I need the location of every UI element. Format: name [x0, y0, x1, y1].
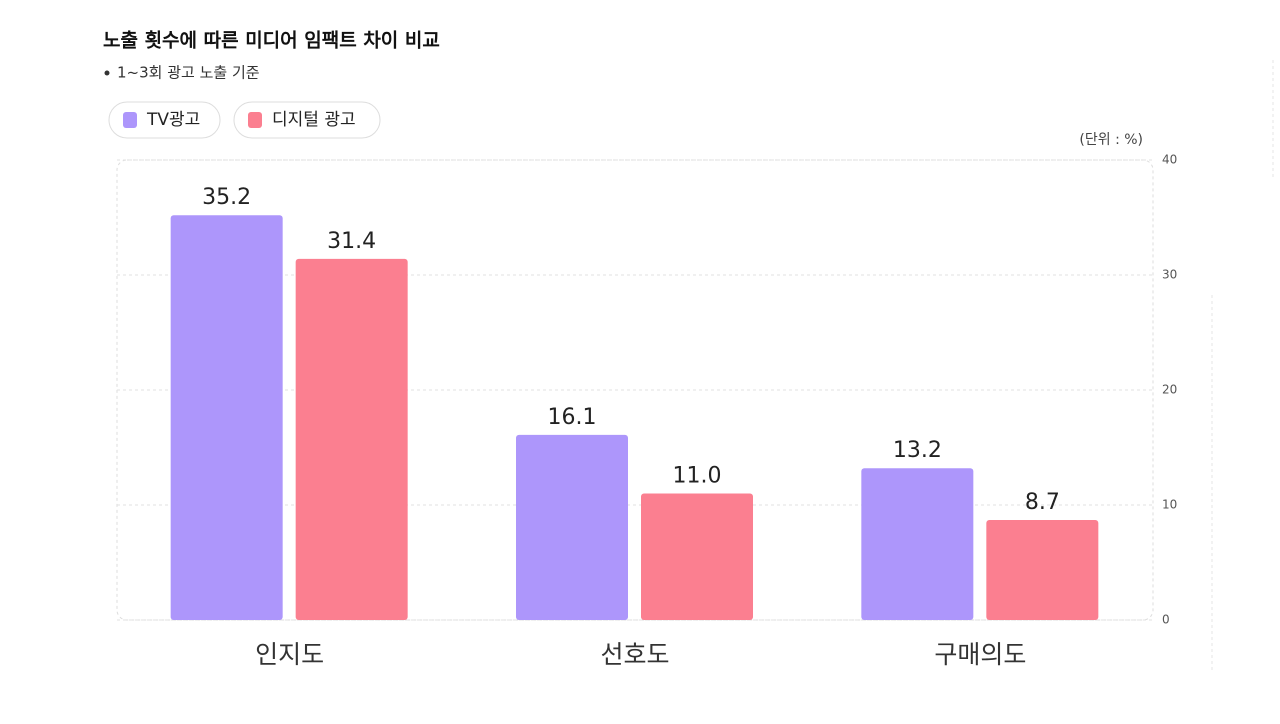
bullet	[104, 70, 110, 76]
legend-label: TV광고	[146, 110, 200, 130]
bar	[641, 493, 753, 620]
x-tick-label: 선호도	[600, 640, 669, 669]
bar	[295, 258, 408, 620]
chart-title: 노출 횟수에 따른 미디어 임팩트 차이 비교	[103, 30, 440, 52]
y-tick-label: 30	[1162, 268, 1177, 282]
y-tick-label: 20	[1162, 383, 1177, 397]
bar	[170, 215, 283, 620]
legend-item[interactable]	[233, 101, 381, 139]
value-label: 8.7	[1025, 490, 1060, 515]
bar	[516, 434, 628, 620]
chart-subtitle: 1~3회 광고 노출 기준	[117, 64, 260, 82]
legend-swatch	[248, 112, 262, 128]
legend-item[interactable]	[108, 101, 221, 139]
y-tick-label: 0	[1162, 613, 1170, 627]
x-tick-label: 인지도	[255, 640, 324, 669]
value-label: 16.1	[548, 405, 597, 430]
value-label: 13.2	[893, 438, 942, 463]
y-tick-label: 40	[1162, 153, 1177, 167]
bar	[986, 519, 1099, 620]
legend-label: 디지털 광고	[272, 110, 356, 130]
value-label: 35.2	[202, 185, 251, 210]
x-tick-label: 구매의도	[934, 640, 1026, 669]
value-label: 11.0	[673, 464, 722, 489]
value-label: 31.4	[327, 229, 376, 254]
y-tick-label: 10	[1162, 498, 1177, 512]
legend-swatch	[123, 112, 137, 128]
bar	[861, 468, 974, 620]
unit-label: (단위 : %)	[1079, 132, 1143, 148]
